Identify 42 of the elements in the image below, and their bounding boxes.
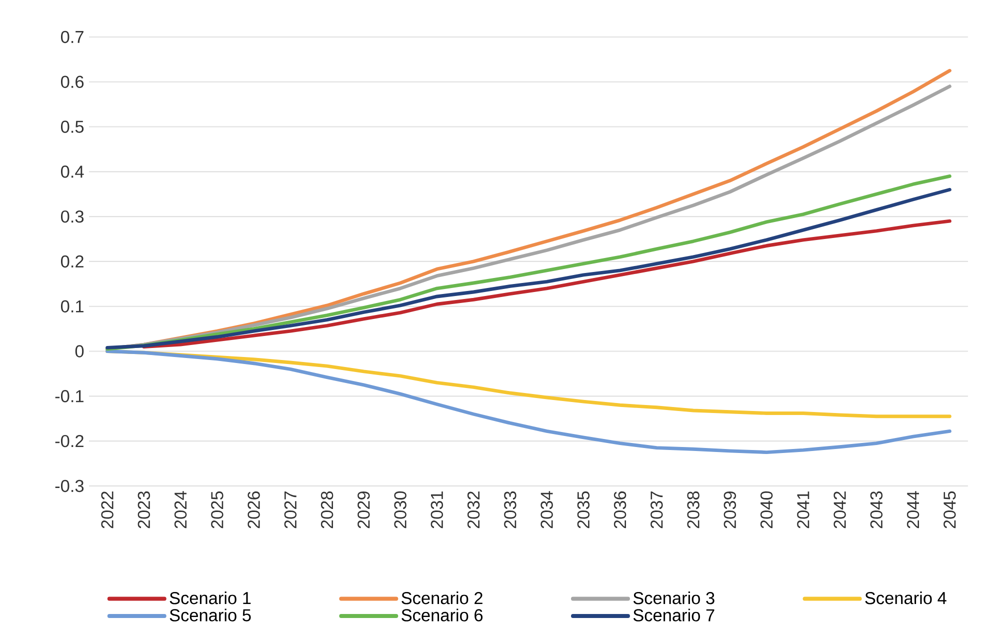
x-tick-label: 2033 [504,491,516,528]
x-tick-label: 2045 [944,491,956,528]
x-tick-label: 2023 [138,491,150,528]
y-tick-label: -0.1 [55,390,84,402]
x-tick-label: 2036 [614,491,626,528]
x-tick-label: 2041 [797,492,810,528]
y-tick-label: 0.4 [60,166,84,178]
x-tick-label: 2040 [760,491,773,528]
x-tick-label: 2029 [358,491,370,528]
y-tick-label: -0.2 [55,434,84,448]
x-tick-label: 2039 [724,491,736,528]
x-tick-label: 2022 [101,492,114,528]
x-tick-label: 2032 [467,492,480,528]
y-tick-label: 0.3 [60,210,84,223]
legend-label: Scenario 2 [402,592,482,604]
x-tick-label: 2028 [320,491,334,528]
legend-label: Scenario 5 [170,608,251,622]
x-tick-label: 2025 [211,491,224,528]
y-tick-label: 0.2 [60,255,84,268]
x-tick-label: 2044 [906,491,920,528]
y-tick-label: -0.3 [55,480,84,492]
y-tick-label: 0 [75,345,84,358]
legend-label: Scenario 1 [170,592,251,604]
legend-label: Scenario 3 [633,592,714,604]
x-tick-label: 2043 [870,491,883,528]
legend-label: Scenario 7 [633,608,714,622]
x-tick-label: 2027 [284,492,297,528]
legend-label: Scenario 4 [865,592,946,604]
x-tick-label: 2031 [430,492,444,528]
x-tick-label: 2026 [248,491,260,528]
y-tick-label: 0.7 [60,30,84,44]
x-tick-label: 2042 [834,492,846,528]
x-tick-label: 2034 [540,491,553,528]
x-tick-label: 2035 [577,491,590,528]
x-tick-label: 2024 [174,491,187,528]
x-tick-label: 2037 [650,492,663,528]
y-tick-label: 0.6 [60,76,84,88]
y-tick-label: 0.1 [60,300,84,312]
x-tick-label: 2030 [394,491,406,528]
y-tick-label: 0.5 [60,120,84,133]
legend-label: Scenario 6 [402,608,483,622]
x-tick-label: 2038 [687,491,700,528]
